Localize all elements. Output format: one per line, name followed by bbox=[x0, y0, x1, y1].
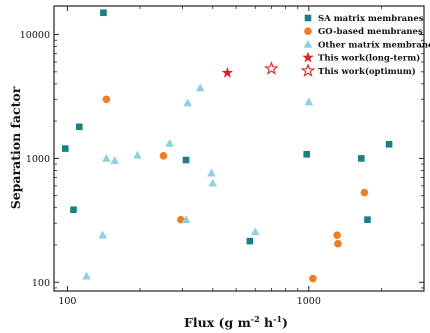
data-point-other-matrix-membranes bbox=[183, 98, 193, 107]
legend-marker-sa-matrix-membranes bbox=[304, 14, 312, 22]
legend-label-go-based-membranes: GO-based membranes bbox=[318, 27, 423, 37]
data-point-sa-matrix-membranes bbox=[358, 155, 365, 162]
data-point-other-matrix-membranes bbox=[133, 150, 142, 159]
y-axis-title: Separation factor bbox=[8, 86, 23, 209]
data-point-other-matrix-membranes bbox=[98, 230, 107, 239]
data-point-other-matrix-membranes bbox=[195, 83, 205, 92]
data-point-other-matrix-membranes bbox=[181, 215, 191, 223]
data-point-go-based-membranes bbox=[102, 95, 111, 104]
data-point-sa-matrix-membranes bbox=[61, 145, 69, 152]
data-point-other-matrix-membranes bbox=[250, 227, 260, 236]
x-axis-title-sup2: -1 bbox=[273, 314, 282, 324]
axis-ticks: 100 1000 100 1000 10000 bbox=[20, 6, 424, 307]
data-point-this-work-long-term bbox=[221, 66, 234, 78]
data-point-sa-matrix-membranes bbox=[182, 156, 190, 164]
data-point-sa-matrix-membranes bbox=[70, 206, 77, 214]
data-point-sa-matrix-membranes bbox=[246, 237, 254, 245]
x-axis-title-sup1: -2 bbox=[251, 314, 260, 324]
data-point-this-work-optimum bbox=[264, 61, 279, 75]
data-point-other-matrix-membranes bbox=[208, 178, 218, 187]
legend-label-this-work-optimum: This work(optimum) bbox=[318, 66, 416, 77]
data-point-go-based-membranes bbox=[309, 274, 317, 283]
data-point-go-based-membranes bbox=[334, 239, 342, 248]
legend: SA matrix membranes GO-based membranes Oth… bbox=[300, 14, 430, 78]
data-point-sa-matrix-membranes bbox=[75, 123, 83, 131]
data-point-go-based-membranes bbox=[333, 231, 341, 239]
data-point-sa-matrix-membranes bbox=[364, 216, 371, 223]
data-point-other-matrix-membranes bbox=[82, 271, 91, 280]
y-tick-label: 10000 bbox=[20, 30, 50, 41]
legend-label-sa-matrix-membranes: SA matrix membranes bbox=[318, 14, 424, 24]
data-point-sa-matrix-membranes bbox=[303, 150, 310, 158]
x-tick-label: 100 bbox=[58, 296, 76, 307]
data-point-other-matrix-membranes bbox=[102, 153, 111, 162]
data-point-sa-matrix-membranes bbox=[385, 140, 393, 148]
legend-marker-go-based-membranes bbox=[304, 27, 312, 35]
x-axis-title-end: ) bbox=[282, 315, 288, 330]
data-point-sa-matrix-membranes bbox=[100, 9, 107, 17]
legend-label-other-matrix-membranes: Other matrix membranes bbox=[318, 40, 430, 50]
data-point-go-based-membranes bbox=[159, 151, 168, 160]
legend-label-this-work-long-term: This work(long-term) bbox=[318, 53, 420, 64]
data-point-other-matrix-membranes bbox=[110, 156, 119, 164]
data-point-go-based-membranes bbox=[360, 188, 369, 197]
y-tick-label: 1000 bbox=[26, 154, 50, 165]
y-tick-label: 100 bbox=[32, 278, 50, 289]
data-point-other-matrix-membranes bbox=[304, 97, 314, 106]
legend-marker-this-work-long-term bbox=[302, 51, 314, 63]
data-point-other-matrix-membranes bbox=[207, 168, 216, 177]
legend-marker-other-matrix-membranes bbox=[303, 39, 313, 48]
x-axis-title: Flux (g m-2 h-1) bbox=[184, 314, 288, 330]
legend-marker-this-work-optimum bbox=[300, 63, 316, 78]
x-tick-label: 1000 bbox=[297, 296, 321, 307]
x-axis-title-mid: h bbox=[260, 315, 273, 330]
data-point-other-matrix-membranes bbox=[165, 138, 174, 147]
data-points bbox=[61, 9, 393, 283]
x-axis-title-main: Flux (g m bbox=[184, 315, 251, 330]
plot-frame bbox=[53, 5, 425, 292]
